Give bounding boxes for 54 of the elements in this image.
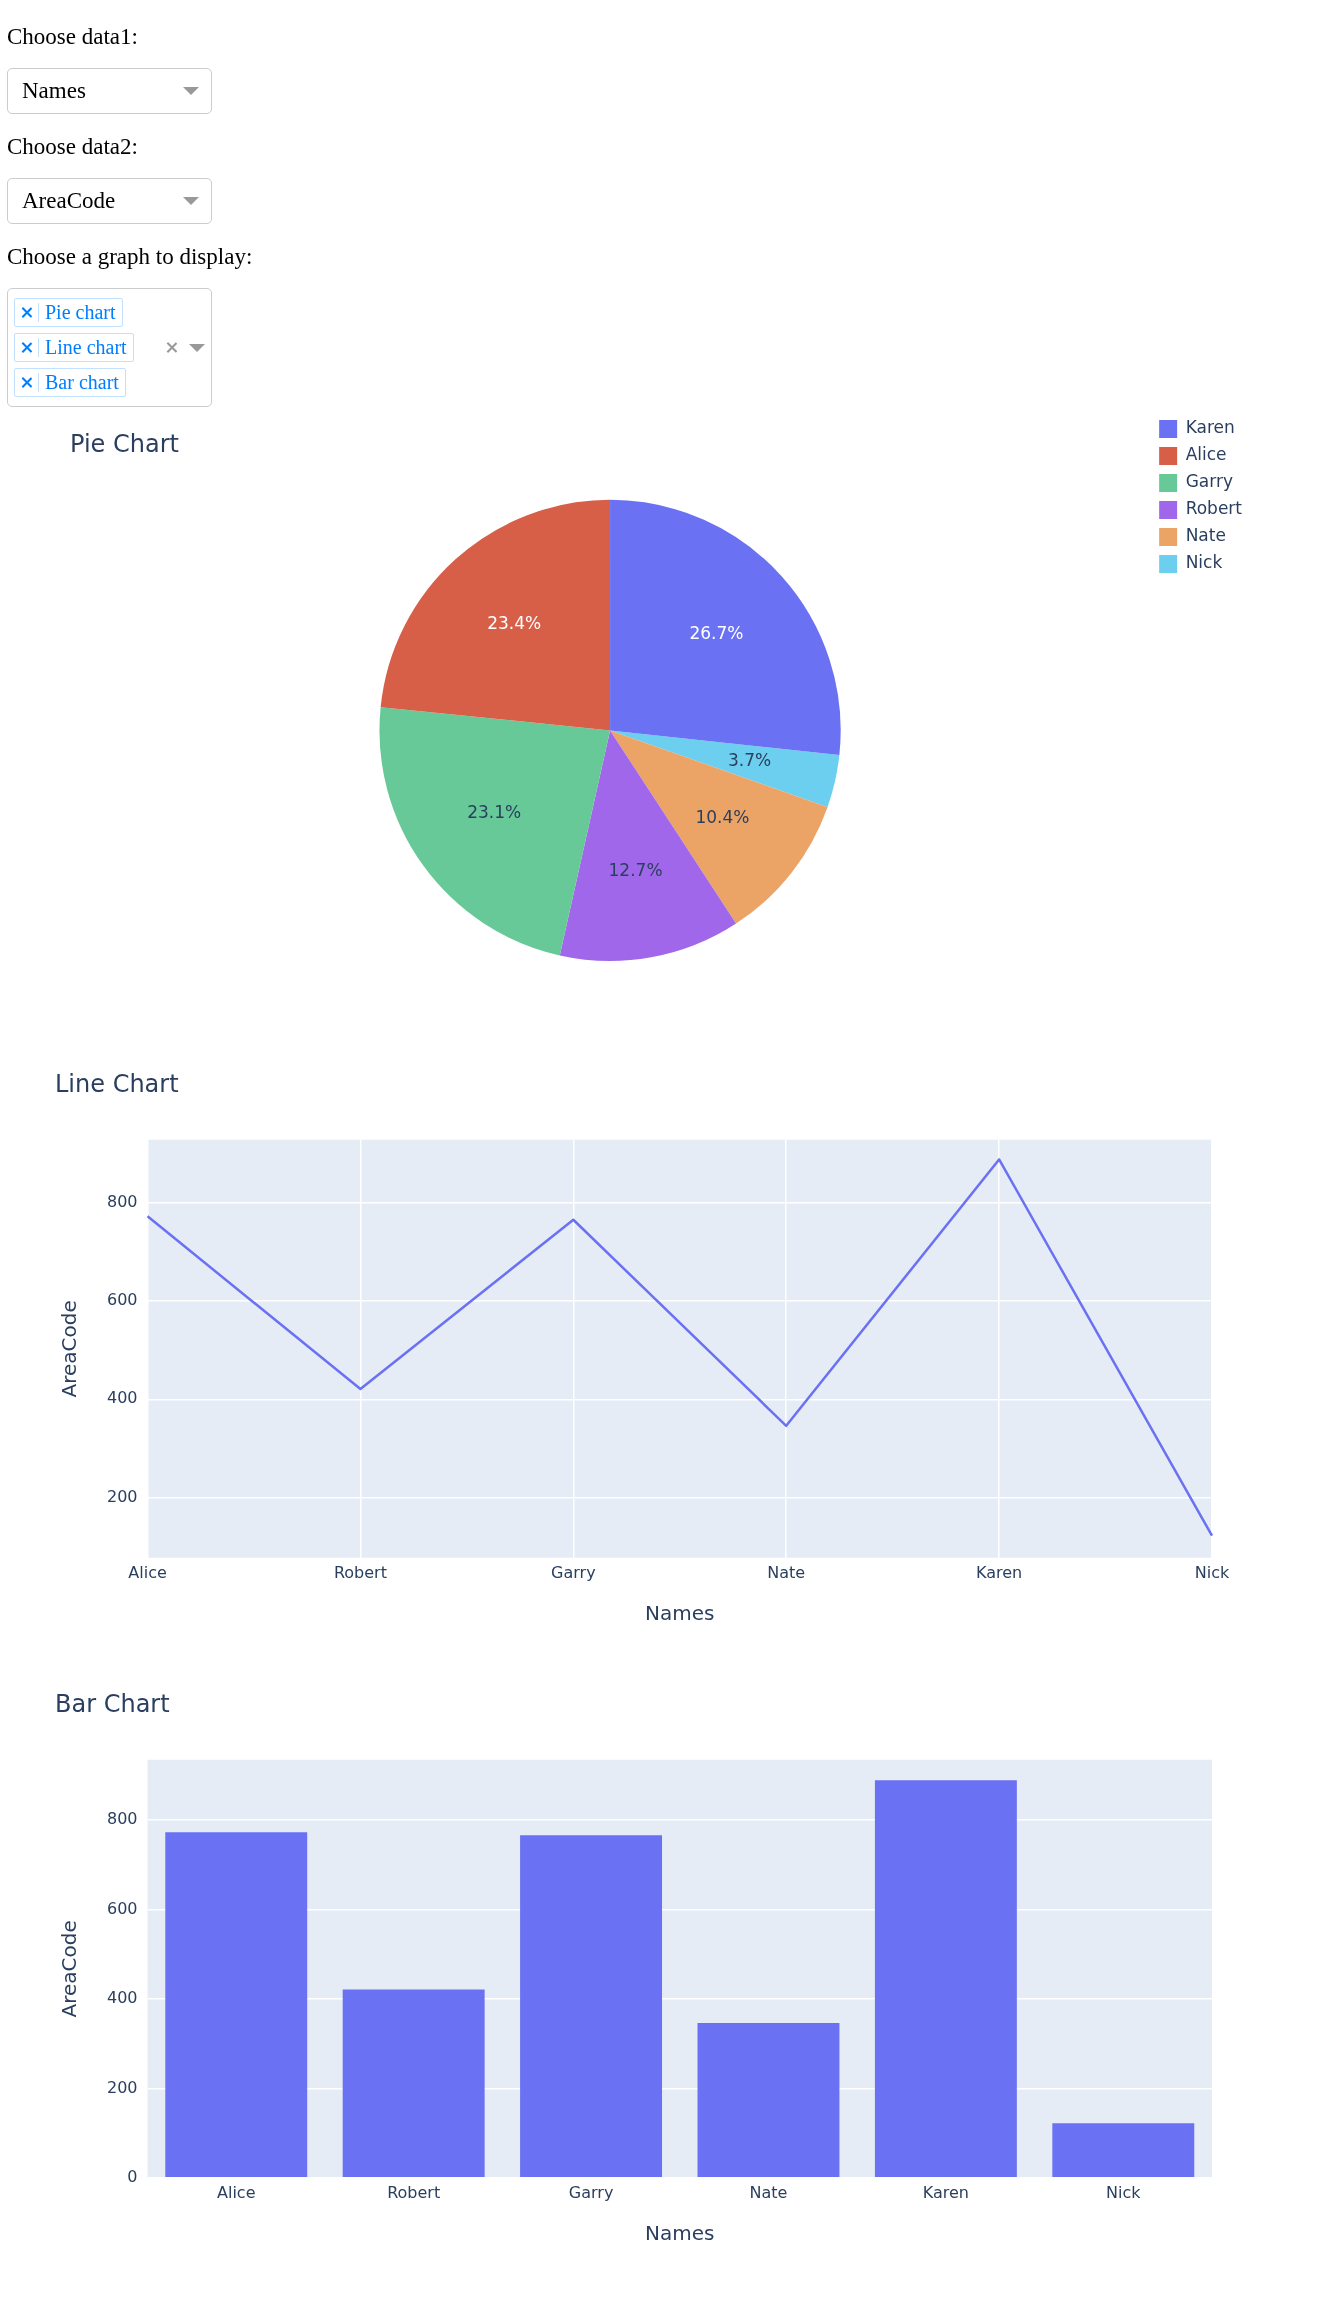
data-label: 12.7% xyxy=(608,859,663,880)
y-axis-title: AreaCode xyxy=(57,1920,82,2018)
y-tick-label: 400 xyxy=(106,1988,138,2008)
x-tick-label: Karen xyxy=(922,2182,969,2202)
bar xyxy=(342,1989,485,2178)
y-tick-label: 400 xyxy=(106,1388,138,1408)
x-tick-label: Nate xyxy=(749,2182,788,2202)
text: Line chart xyxy=(44,335,128,360)
data-label: 3.7% xyxy=(727,750,772,771)
bar xyxy=(1052,2123,1195,2178)
bar xyxy=(697,2023,840,2178)
y-axis-title: AreaCode xyxy=(57,1300,82,1398)
y-tick-label: 600 xyxy=(106,1290,138,1310)
text: Bar chart xyxy=(44,370,120,395)
x-axis-title: Names xyxy=(645,1601,715,1626)
x-tick-label: Alice xyxy=(217,2182,256,2202)
text: Names xyxy=(22,78,86,104)
bar xyxy=(165,1832,308,2178)
x-tick-label: Karen xyxy=(975,1562,1023,1582)
legend-label: Nate xyxy=(1185,525,1226,546)
y-tick-label: 0 xyxy=(127,2166,138,2186)
y-tick-label: 200 xyxy=(106,2077,138,2097)
x-tick-label: Alice xyxy=(128,1562,167,1582)
x-tick-label: Nick xyxy=(1194,1562,1230,1582)
y-tick-label: 200 xyxy=(106,1486,138,1506)
x-tick-label: Nick xyxy=(1106,2182,1142,2202)
legend-label: Robert xyxy=(1185,498,1243,519)
text: Choose data2: xyxy=(7,134,139,160)
data-label: 23.4% xyxy=(487,612,542,633)
legend-label: Alice xyxy=(1185,444,1227,465)
chart-title: Bar Chart xyxy=(55,1689,170,1718)
x-tick-label: Nate xyxy=(767,1562,806,1582)
y-tick-label: 600 xyxy=(106,1898,138,1918)
bar xyxy=(520,1835,663,2178)
y-tick-label: 800 xyxy=(106,1809,138,1829)
legend-label: Garry xyxy=(1185,471,1233,492)
x-tick-label: Garry xyxy=(551,1562,596,1582)
text: Pie Chart xyxy=(70,429,179,458)
text: Choose a graph to display: xyxy=(7,244,254,270)
text: Pie chart xyxy=(44,300,117,325)
bar xyxy=(874,1780,1017,2178)
y-tick-label: 800 xyxy=(106,1192,138,1212)
legend-label: Karen xyxy=(1185,417,1235,438)
data-label: 10.4% xyxy=(695,807,750,828)
text: AreaCode xyxy=(22,188,116,214)
data-label: 23.1% xyxy=(467,802,522,823)
x-tick-label: Robert xyxy=(333,1562,387,1582)
text: Choose data1: xyxy=(7,24,139,50)
x-tick-label: Robert xyxy=(387,2182,441,2202)
chart-title: Line Chart xyxy=(55,1069,179,1098)
data-label: 26.7% xyxy=(689,623,744,644)
x-tick-label: Garry xyxy=(568,2182,614,2202)
x-axis-title: Names xyxy=(645,2221,715,2246)
legend-label: Nick xyxy=(1185,552,1223,573)
